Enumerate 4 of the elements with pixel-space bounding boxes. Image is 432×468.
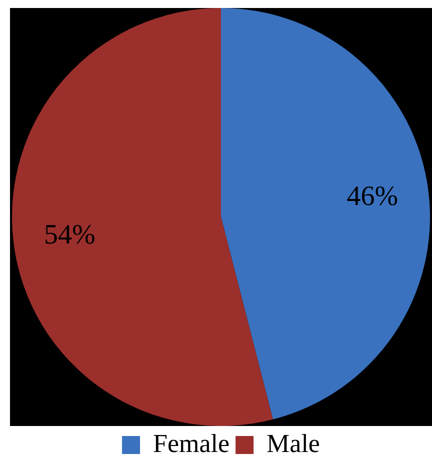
data-label: 46% — [346, 181, 398, 212]
data-label: 54% — [44, 219, 96, 250]
legend-label: Male — [266, 428, 320, 458]
legend-label: Female — [153, 428, 230, 458]
